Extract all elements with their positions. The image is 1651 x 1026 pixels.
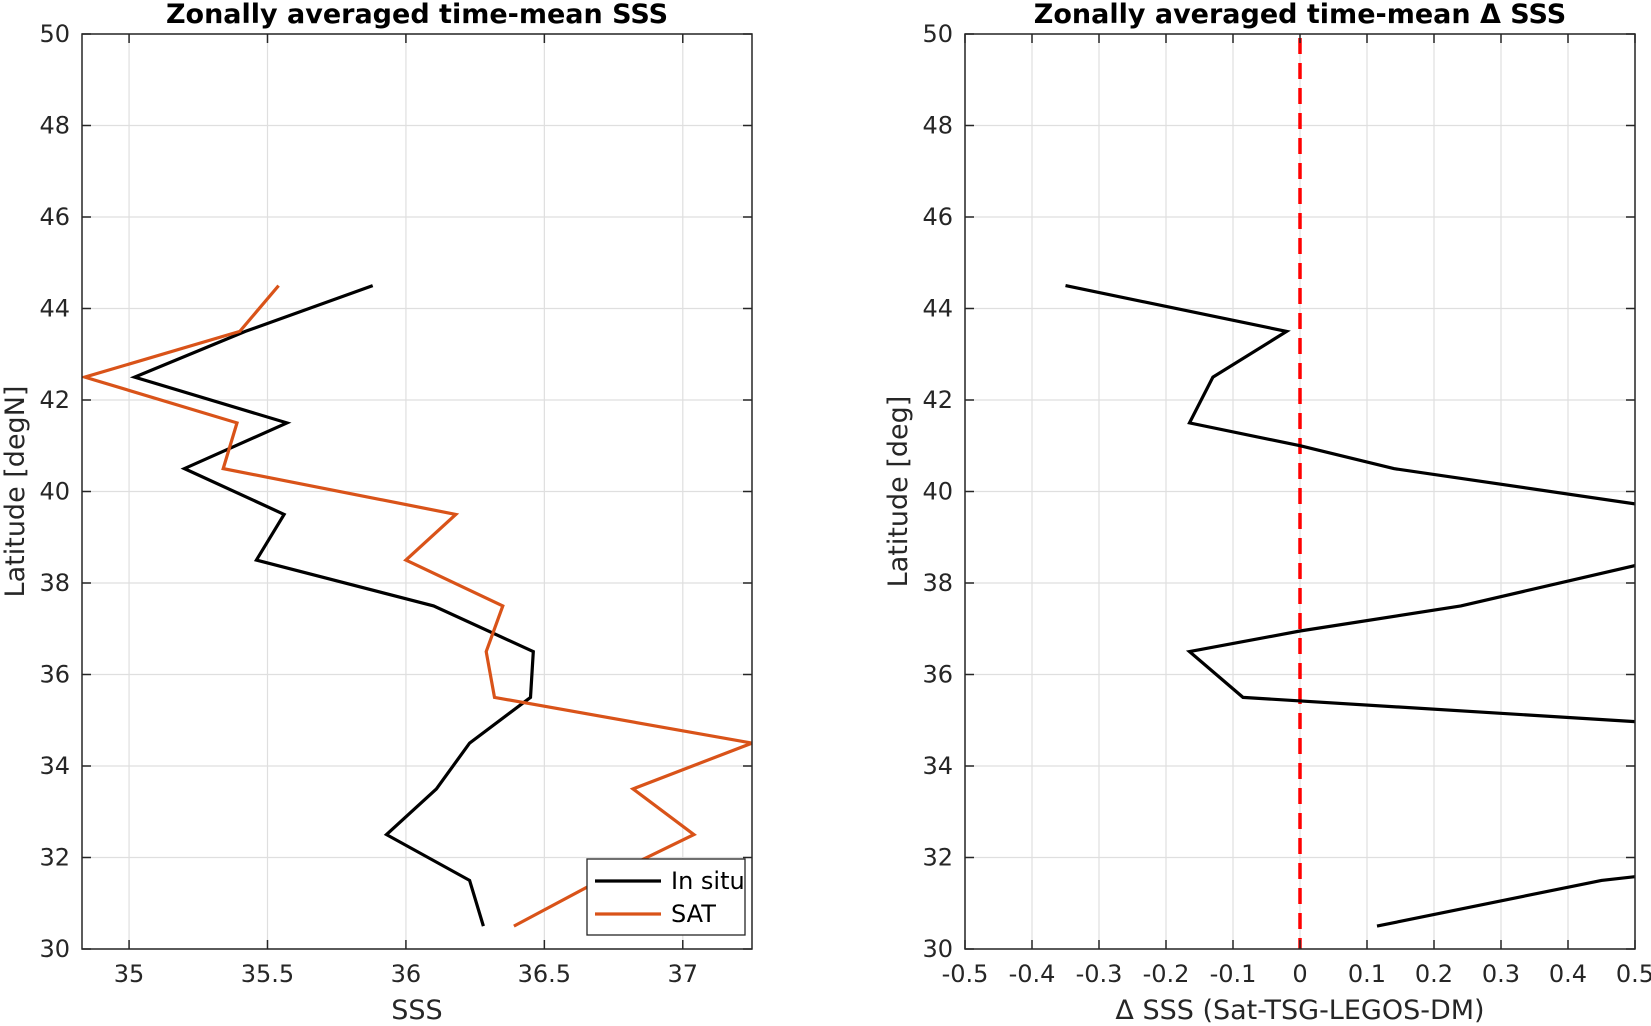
right-y-tick-label: 48 <box>922 112 953 140</box>
right-x-tick-label: -0.4 <box>1009 960 1056 988</box>
left-y-tick-label: 50 <box>39 20 70 48</box>
right-y-tick-label: 44 <box>922 295 953 323</box>
left-chart-title: Zonally averaged time-mean SSS <box>166 0 668 30</box>
left-sat-series-line <box>82 284 752 928</box>
left-y-tick-label: 40 <box>39 478 70 506</box>
left-x-tick-label: 37 <box>668 960 699 988</box>
left-x-tick-label: 35 <box>114 960 145 988</box>
right-x-axis-label: Δ SSS (Sat-TSG-LEGOS-DM) <box>1115 995 1484 1026</box>
left-x-axis-label: SSS <box>391 995 442 1026</box>
left-y-tick-label: 30 <box>39 935 70 963</box>
right-y-tick-label: 38 <box>922 569 953 597</box>
right-y-tick-label: 50 <box>922 20 953 48</box>
left-legend-label-in-situ: In situ <box>671 867 745 895</box>
left-y-tick-label: 36 <box>39 661 70 689</box>
right-x-tick-label: -0.1 <box>1210 960 1257 988</box>
left-x-tick-label: 36.5 <box>518 960 571 988</box>
right-delta-sss-series-line-segment-2 <box>1376 875 1635 928</box>
left-x-tick-label: 35.5 <box>241 960 294 988</box>
right-x-tick-label: -0.3 <box>1076 960 1123 988</box>
right-delta-sss-series-line-segment-0 <box>1065 284 1635 506</box>
left-x-tick-label: 36 <box>391 960 422 988</box>
right-y-tick-label: 40 <box>922 478 953 506</box>
right-y-tick-label: 46 <box>922 203 953 231</box>
left-plot-area <box>82 284 752 928</box>
left-axes: 35 35.5 36 36.5 37 30 32 34 36 38 40 42 44 46 48 50 Zona… <box>0 0 753 1026</box>
left-legend: In situ SAT <box>586 858 746 936</box>
right-x-tick-label: 0 <box>1292 960 1307 988</box>
left-y-tick-label: 46 <box>39 203 70 231</box>
right-y-tick-label: 30 <box>922 935 953 963</box>
right-x-tick-label: -0.2 <box>1143 960 1190 988</box>
left-y-tick-label: 44 <box>39 295 70 323</box>
right-y-tick-label: 34 <box>922 752 953 780</box>
right-x-tick-label: 0.4 <box>1549 960 1587 988</box>
right-x-tick-label: 0.2 <box>1415 960 1453 988</box>
left-y-tick-label: 48 <box>39 112 70 140</box>
right-y-tick-label: 32 <box>922 844 953 872</box>
right-plot-area <box>1065 284 1635 928</box>
right-x-tick-label: 0.3 <box>1482 960 1520 988</box>
left-y-axis-label: Latitude [degN] <box>0 386 31 598</box>
right-x-tick-label: -0.5 <box>942 960 989 988</box>
left-y-tick-label: 32 <box>39 844 70 872</box>
left-y-tick-label: 38 <box>39 569 70 597</box>
right-x-tick-label: 0.5 <box>1616 960 1651 988</box>
left-legend-box <box>586 858 746 936</box>
left-legend-label-sat: SAT <box>671 900 716 928</box>
left-in-situ-series-line <box>129 284 535 927</box>
right-delta-sss-series-line-segment-1 <box>1185 564 1635 724</box>
right-y-axis-label: Latitude [deg] <box>883 396 914 588</box>
right-chart-title: Zonally averaged time-mean Δ SSS <box>1034 0 1566 30</box>
right-y-tick-label: 42 <box>922 386 953 414</box>
left-y-tick-label: 34 <box>39 752 70 780</box>
right-axes: -0.5 -0.4 -0.3 -0.2 -0.1 0 0.1 0.2 0.3 0.4 0.5 30 32… <box>883 0 1651 1026</box>
right-x-tick-label: 0.1 <box>1348 960 1386 988</box>
left-y-tick-label: 42 <box>39 386 70 414</box>
right-y-tick-label: 36 <box>922 661 953 689</box>
